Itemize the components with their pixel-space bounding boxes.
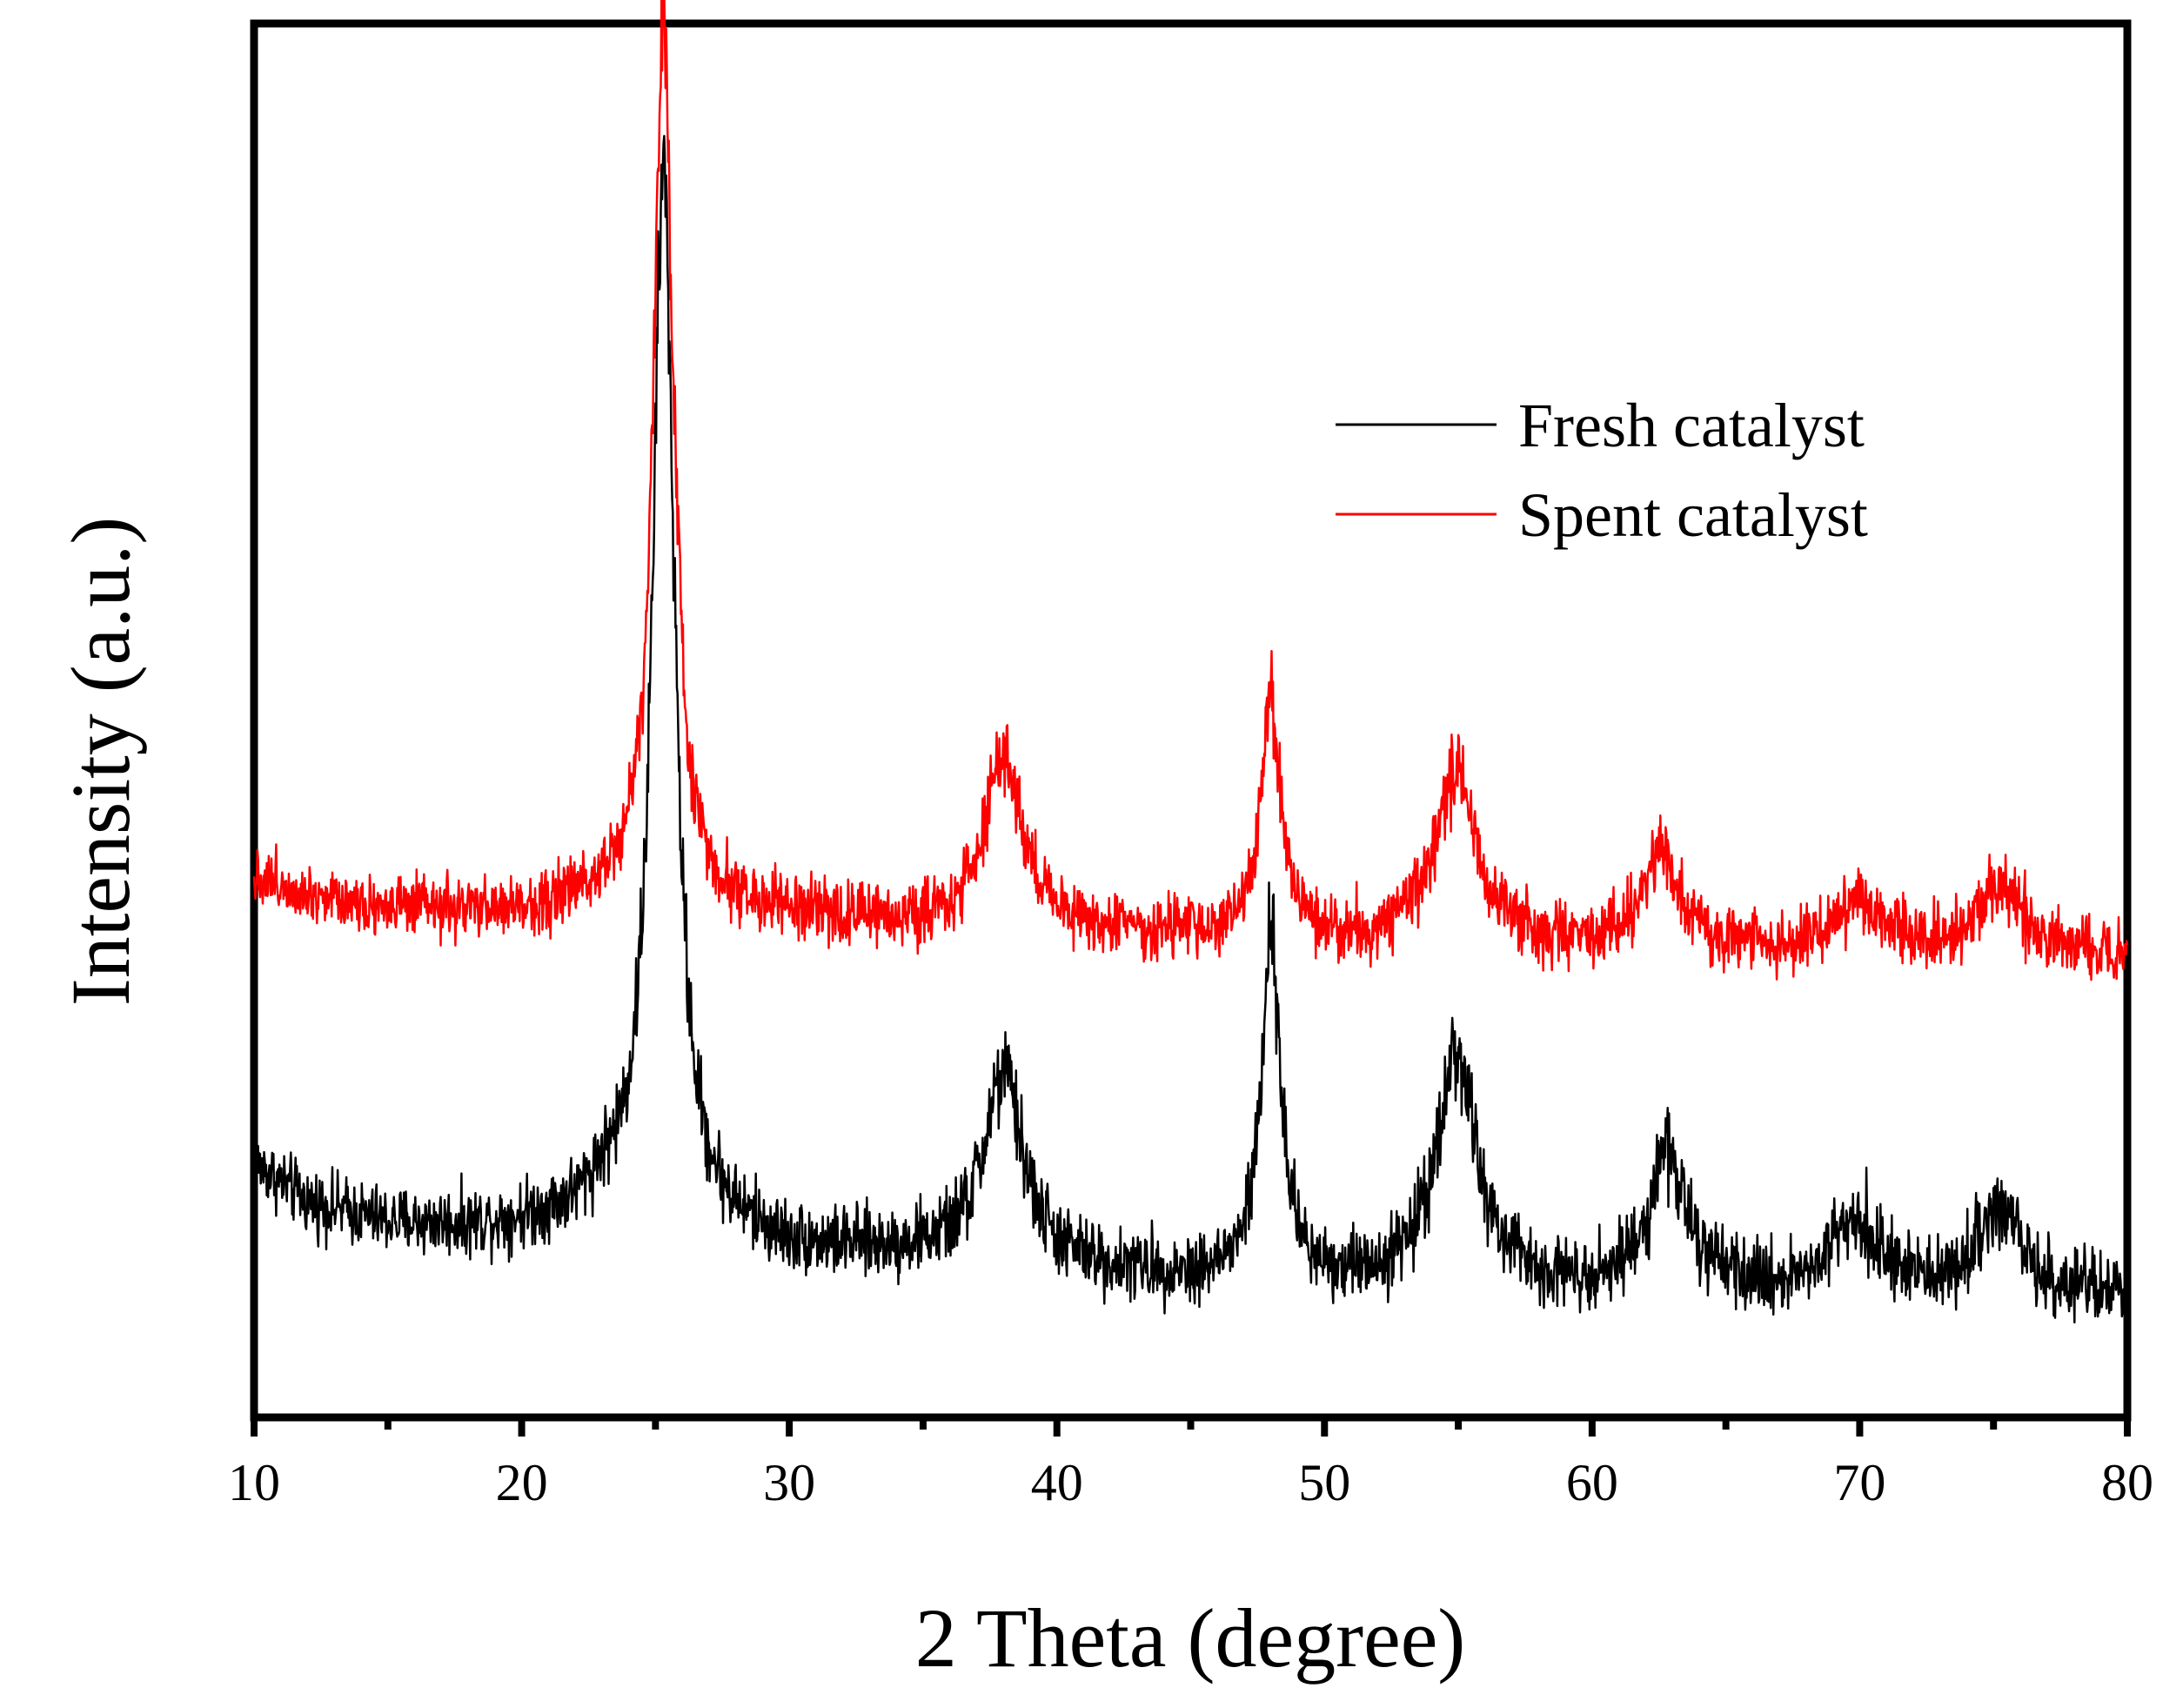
x-axis-title: 2 Theta (degree) (915, 1591, 1466, 1685)
x-tick-label: 10 (228, 1454, 280, 1511)
y-axis-title: Intensity (a.u.) (54, 517, 147, 1007)
x-axis-tick-labels: 10 20 30 40 50 60 70 80 (228, 1454, 2153, 1511)
legend: Fresh catalyst Spent catalyst (1336, 391, 1868, 550)
x-tick-label: 20 (496, 1454, 548, 1511)
x-tick-label: 80 (2101, 1454, 2153, 1511)
x-tick-label: 30 (763, 1454, 815, 1511)
series-layer (252, 0, 2129, 1324)
series-line-spent (252, 0, 2129, 981)
legend-label-spent: Spent catalyst (1518, 480, 1868, 550)
x-tick-label: 70 (1833, 1454, 1885, 1511)
x-tick-label: 50 (1298, 1454, 1350, 1511)
x-tick-label: 60 (1566, 1454, 1618, 1511)
x-axis-ticks (251, 1417, 2131, 1437)
series-line-fresh (252, 135, 2129, 1324)
x-tick-label: 40 (1031, 1454, 1083, 1511)
legend-label-fresh: Fresh catalyst (1518, 391, 1865, 460)
